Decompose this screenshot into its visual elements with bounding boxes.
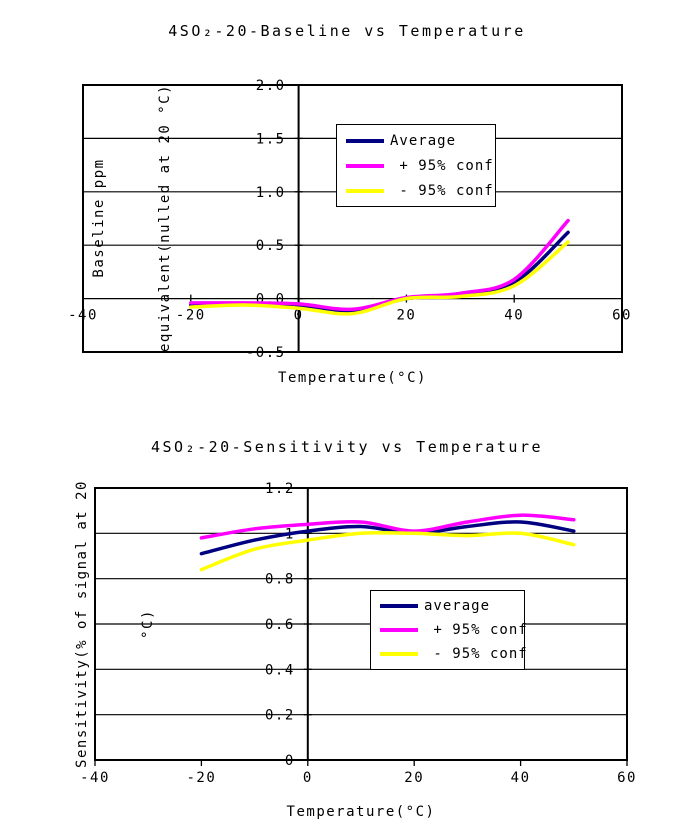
series-line-95-conf bbox=[199, 530, 576, 572]
x-tick-label: 0 bbox=[303, 770, 313, 786]
baseline-y-axis-title-line2: equivalent(nulled at 20 °C) bbox=[157, 83, 173, 353]
legend-line-swatch bbox=[346, 138, 384, 143]
legend-label: average bbox=[424, 598, 491, 614]
legend-item: average bbox=[380, 594, 524, 618]
sensitivity-legend: average + 95% conf - 95% conf bbox=[370, 590, 527, 670]
y-tick-label: 1.5 bbox=[256, 131, 286, 147]
series-line-average bbox=[199, 520, 576, 556]
baseline-y-axis-title: Baseline ppm equivalent(nulled at 20 °C) bbox=[44, 68, 173, 368]
x-tick-label: -40 bbox=[80, 770, 110, 786]
series-line-average bbox=[189, 230, 570, 314]
sensitivity-y-axis-title: Sensitivity(% of signal at 20 °C) bbox=[27, 474, 156, 774]
x-tick-label: 20 bbox=[404, 770, 424, 786]
legend-line-swatch bbox=[380, 604, 418, 608]
legend-label: + 95% conf bbox=[390, 157, 494, 174]
sensitivity-chart-title: 4SO₂-20-Sensitivity vs Temperature bbox=[150, 438, 544, 456]
legend-line-swatch bbox=[346, 188, 384, 193]
x-tick-label: 40 bbox=[504, 308, 524, 324]
baseline-chart-title: 4SO₂-20-Baseline vs Temperature bbox=[168, 22, 526, 40]
series-line-95-conf bbox=[199, 513, 576, 540]
legend-item: - 95% conf bbox=[346, 178, 495, 203]
sensitivity-chart: 4SO₂-20-Sensitivity vs Temperature 0 0.2 0… bbox=[0, 420, 694, 833]
sensitivity-plot-canvas: 00.20.40.60.811.2-40 -20 0 20 40 60 bbox=[80, 481, 637, 786]
legend-item: + 95% conf bbox=[380, 618, 527, 642]
legend-item: + 95% conf bbox=[346, 153, 495, 178]
x-tick-label: -20 bbox=[187, 770, 217, 786]
baseline-x-axis-title: Temperature(°C) bbox=[278, 370, 427, 386]
sensitivity-y-axis-title-line2: °C) bbox=[140, 609, 156, 639]
y-tick-label: 1.0 bbox=[256, 185, 286, 201]
legend-item: Average bbox=[346, 128, 495, 153]
legend-line-swatch bbox=[380, 628, 418, 632]
plot-border bbox=[82, 84, 623, 353]
y-tick-label: 0.4 bbox=[265, 662, 295, 678]
y-tick-label: 0.2 bbox=[265, 708, 295, 724]
baseline-chart: 4SO₂-20-Baseline vs Temperature -0.5 0.0 0… bbox=[44, 22, 630, 386]
legend-line-swatch bbox=[346, 163, 384, 168]
legend-label: + 95% conf bbox=[424, 622, 528, 638]
sensitivity-y-axis-title-line1: Sensitivity(% of signal at 20 bbox=[74, 480, 90, 768]
y-tick-label: 0.6 bbox=[265, 617, 295, 633]
x-tick-label: 60 bbox=[617, 770, 637, 786]
x-tick-label: 20 bbox=[396, 308, 416, 324]
legend-line-swatch bbox=[380, 652, 418, 656]
x-tick-label: 40 bbox=[511, 770, 531, 786]
legend-item: - 95% conf bbox=[380, 642, 527, 666]
y-tick-label: 0.8 bbox=[265, 572, 295, 588]
legend-label: - 95% conf bbox=[390, 182, 494, 199]
sensitivity-x-axis-title: Temperature(°C) bbox=[286, 804, 436, 820]
baseline-legend: Average + 95% conf - 95% conf bbox=[336, 124, 496, 207]
series-line-95-conf bbox=[189, 218, 570, 312]
legend-label: - 95% conf bbox=[424, 646, 528, 662]
series-line-95-conf bbox=[189, 240, 570, 316]
legend-label: Average bbox=[390, 132, 457, 149]
x-tick-label: -20 bbox=[176, 308, 206, 324]
baseline-y-axis-title-line1: Baseline ppm bbox=[91, 158, 107, 278]
y-tick-label: 0.5 bbox=[256, 238, 286, 254]
plot-border bbox=[94, 487, 628, 761]
